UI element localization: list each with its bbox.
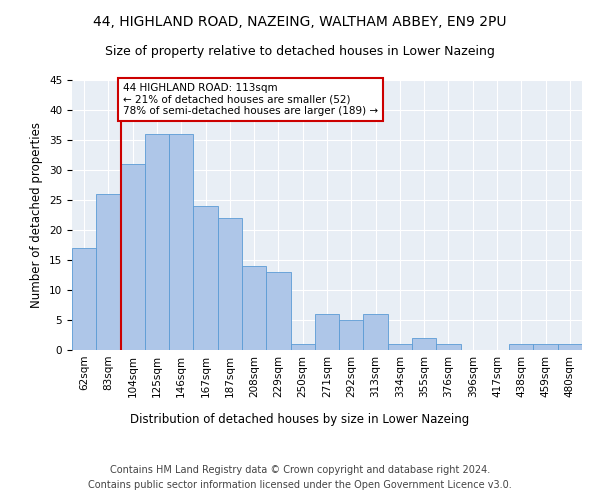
Bar xyxy=(96,194,121,350)
Bar xyxy=(558,344,582,350)
Text: Contains public sector information licensed under the Open Government Licence v3: Contains public sector information licen… xyxy=(88,480,512,490)
Bar xyxy=(266,272,290,350)
Bar xyxy=(193,206,218,350)
Bar xyxy=(339,320,364,350)
Bar xyxy=(121,164,145,350)
Text: Contains HM Land Registry data © Crown copyright and database right 2024.: Contains HM Land Registry data © Crown c… xyxy=(110,465,490,475)
Bar xyxy=(364,314,388,350)
Bar xyxy=(412,338,436,350)
Bar xyxy=(509,344,533,350)
Text: 44 HIGHLAND ROAD: 113sqm
← 21% of detached houses are smaller (52)
78% of semi-d: 44 HIGHLAND ROAD: 113sqm ← 21% of detach… xyxy=(123,83,378,116)
Bar xyxy=(169,134,193,350)
Text: 44, HIGHLAND ROAD, NAZEING, WALTHAM ABBEY, EN9 2PU: 44, HIGHLAND ROAD, NAZEING, WALTHAM ABBE… xyxy=(93,15,507,29)
Y-axis label: Number of detached properties: Number of detached properties xyxy=(31,122,43,308)
Bar xyxy=(242,266,266,350)
Text: Distribution of detached houses by size in Lower Nazeing: Distribution of detached houses by size … xyxy=(130,412,470,426)
Text: Size of property relative to detached houses in Lower Nazeing: Size of property relative to detached ho… xyxy=(105,45,495,58)
Bar xyxy=(218,218,242,350)
Bar xyxy=(290,344,315,350)
Bar xyxy=(145,134,169,350)
Bar xyxy=(533,344,558,350)
Bar xyxy=(315,314,339,350)
Bar xyxy=(72,248,96,350)
Bar xyxy=(388,344,412,350)
Bar xyxy=(436,344,461,350)
